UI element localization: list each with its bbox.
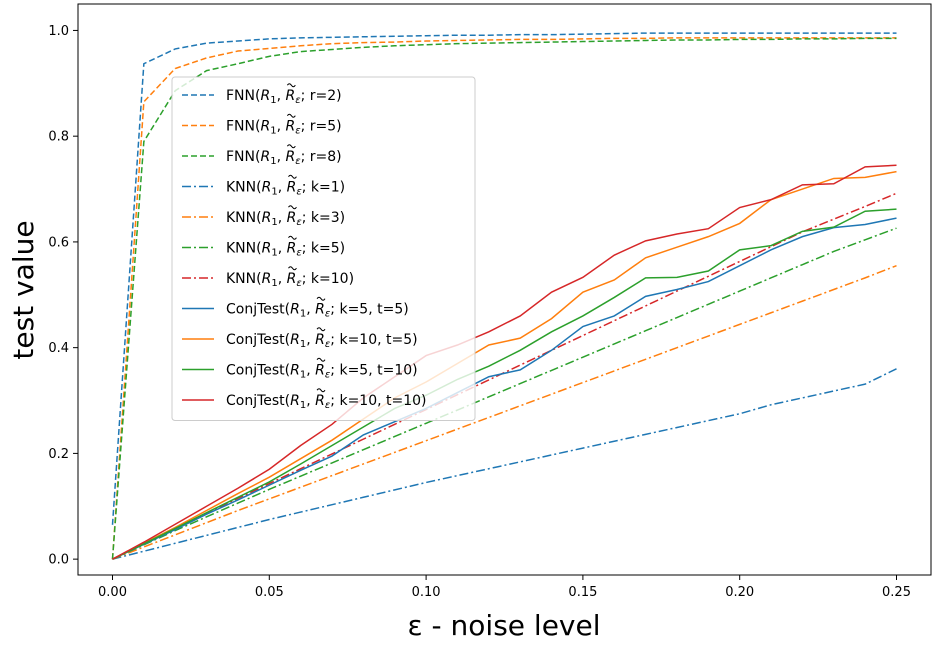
series-line-4	[112, 368, 897, 560]
x-tick-label: 0.00	[98, 585, 127, 600]
x-tick-label: 0.10	[412, 585, 441, 600]
y-tick-label: 1.0	[48, 24, 69, 39]
y-axis: 0.0 0.2 0.4 0.6 0.8 1.0	[48, 24, 78, 568]
tilde-accent	[316, 327, 326, 332]
x-axis-title: ε - noise level	[408, 609, 601, 642]
series-layer	[111, 32, 897, 560]
legend-label-1: FNN(R1, Rε; r=2)	[226, 88, 342, 106]
x-tick-label: 0.20	[725, 585, 754, 600]
legend-label-7: KNN(R1, Rε; k=10)	[226, 271, 354, 289]
y-tick-label: 0.4	[48, 341, 69, 356]
legend-label-11: ConjTest(R1, Rε; k=10, t=10)	[226, 393, 427, 411]
x-tick-label: 0.05	[255, 585, 284, 600]
legend: FNN(R1, Rε; r=2) FNN(R1, Rε; r=5) FNN(R1, …	[171, 76, 476, 421]
x-tick-label: 0.15	[568, 585, 597, 600]
y-tick-label: 0.6	[48, 235, 69, 250]
tilde-accent	[286, 83, 296, 88]
plot-frame	[77, 3, 932, 576]
tilde-accent	[288, 266, 297, 271]
legend-label-9: ConjTest(R1, Rε; k=10, t=5)	[226, 332, 418, 350]
series-line-8	[112, 217, 897, 560]
series-line-9	[112, 170, 897, 560]
x-tick-label: 0.25	[882, 585, 911, 600]
x-axis: 0.00 0.05 0.10 0.15 0.20 0.25	[98, 575, 911, 600]
legend-label-3: FNN(R1, Rε; r=8)	[226, 149, 342, 167]
y-tick-label: 0.2	[48, 447, 69, 462]
legend-label-8: ConjTest(R1, Rε; k=5, t=5)	[226, 302, 409, 320]
legend-label-2: FNN(R1, Rε; r=5)	[226, 119, 342, 137]
tilde-accent	[288, 205, 297, 210]
series-line-5	[112, 265, 897, 560]
tilde-accent	[286, 144, 296, 149]
tilde-accent	[288, 235, 297, 240]
legend-box	[171, 76, 476, 421]
tilde-accent	[316, 296, 326, 301]
legend-label-10: ConjTest(R1, Rε; k=5, t=10)	[226, 363, 418, 381]
series-line-10	[112, 208, 897, 560]
y-axis-title: test value	[7, 220, 40, 359]
legend-label-6: KNN(R1, Rε; k=5)	[226, 241, 345, 259]
tilde-accent	[286, 113, 296, 118]
y-tick-label: 0.0	[48, 553, 69, 568]
series-line-11	[112, 164, 897, 560]
legend-label-4: KNN(R1, Rε; k=1)	[226, 180, 345, 198]
legend-label-5: KNN(R1, Rε; k=3)	[226, 210, 345, 228]
series-line-3	[111, 37, 897, 560]
tilde-accent	[316, 388, 326, 393]
series-line-6	[112, 227, 897, 560]
tilde-accent	[288, 174, 297, 179]
y-tick-label: 0.8	[48, 130, 69, 145]
tilde-accent	[316, 357, 326, 362]
